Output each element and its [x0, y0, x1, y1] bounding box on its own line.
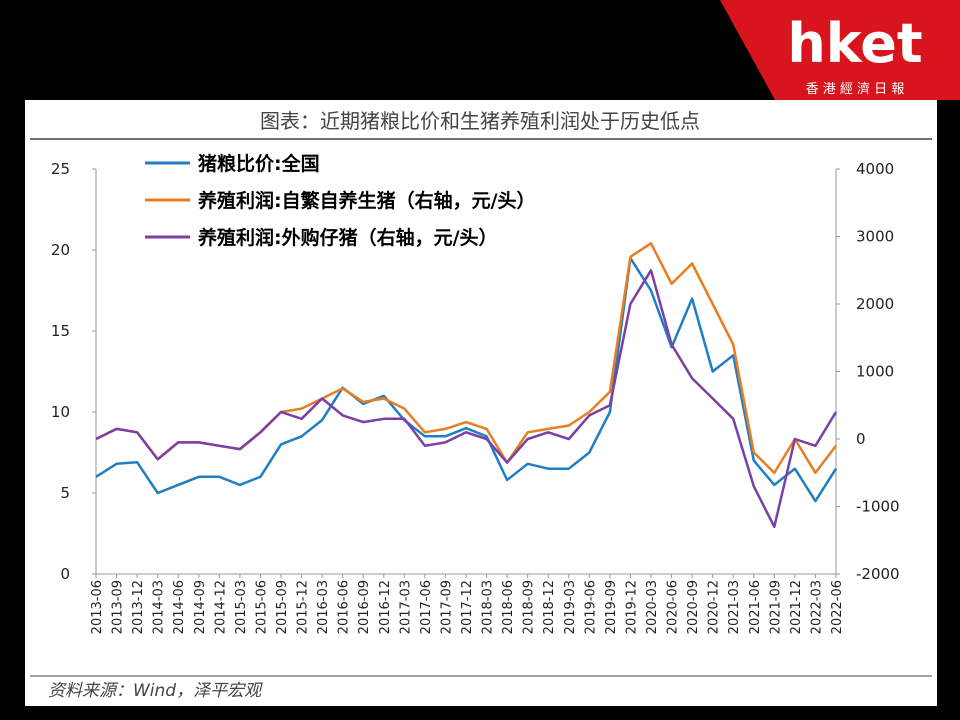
x-tick-label: 2013-09 — [111, 580, 126, 634]
y-tick-label: 15 — [51, 322, 70, 340]
x-tick-label: 2014-09 — [193, 580, 208, 634]
x-tick-label: 2018-12 — [542, 580, 557, 634]
x-tick-label: 2015-06 — [254, 580, 269, 634]
logo-bg — [720, 0, 960, 100]
legend-label: 养殖利润:自繁自养生猪（右轴，元/头） — [197, 189, 536, 212]
source: 资料来源：Wind，泽平宏观 — [48, 681, 263, 701]
y2-tick-label: 4000 — [856, 160, 894, 178]
x-tick-label: 2015-03 — [234, 580, 249, 634]
x-tick-label: 2018-09 — [522, 580, 537, 634]
x-tick-label: 2019-06 — [583, 580, 598, 634]
x-tick-label: 2014-06 — [172, 580, 187, 634]
x-tick-label: 2021-06 — [748, 580, 763, 634]
chart-title: 图表：近期猪粮比价和生猪养殖利润处于历史低点 — [260, 109, 700, 133]
y-tick-label: 25 — [51, 160, 70, 178]
x-tick-label: 2018-06 — [501, 580, 516, 634]
x-tick-label: 2015-12 — [296, 580, 311, 634]
x-tick-label: 2016-09 — [357, 580, 372, 634]
x-tick-label: 2022-03 — [809, 580, 824, 634]
x-tick-label: 2015-09 — [275, 580, 290, 634]
x-tick-label: 2013-06 — [90, 580, 105, 634]
y2-tick-label: 2000 — [856, 295, 894, 313]
legend-label: 猪粮比价:全国 — [197, 152, 320, 175]
x-tick-label: 2017-09 — [439, 580, 454, 634]
y-tick-label: 20 — [51, 241, 70, 259]
x-tick-label: 2022-06 — [830, 580, 845, 634]
x-tick-label: 2017-12 — [460, 580, 475, 634]
y2-tick-label: -1000 — [856, 498, 900, 516]
x-tick-label: 2018-03 — [481, 580, 496, 634]
x-tick-label: 2019-09 — [604, 580, 619, 634]
logo-tagline: 香 港 經 濟 日 報 — [806, 81, 905, 97]
x-tick-label: 2013-12 — [131, 580, 146, 634]
logo-brand: hket — [787, 12, 922, 75]
x-tick-label: 2020-12 — [707, 580, 722, 634]
y-tick-label: 10 — [51, 403, 70, 421]
x-tick-label: 2020-09 — [686, 580, 701, 634]
y-tick-label: 0 — [60, 565, 70, 583]
y2-tick-label: -2000 — [856, 565, 900, 583]
x-tick-label: 2017-03 — [398, 580, 413, 634]
y2-tick-label: 1000 — [856, 363, 894, 381]
legend-label: 养殖利润:外购仔猪（右轴，元/头） — [197, 226, 498, 249]
x-tick-label: 2020-06 — [666, 580, 681, 634]
x-tick-label: 2019-12 — [624, 580, 639, 634]
x-tick-label: 2020-03 — [645, 580, 660, 634]
x-tick-label: 2019-03 — [563, 580, 578, 634]
x-tick-label: 2016-03 — [316, 580, 331, 634]
series-line — [95, 269, 838, 529]
x-tick-label: 2016-06 — [337, 580, 352, 634]
y2-tick-label: 0 — [856, 430, 866, 448]
x-tick-label: 2016-12 — [378, 580, 393, 634]
x-tick-label: 2021-03 — [727, 580, 742, 634]
x-tick-label: 2021-09 — [768, 580, 783, 634]
y2-tick-label: 3000 — [856, 228, 894, 246]
x-tick-label: 2021-12 — [789, 580, 804, 634]
series-line — [95, 256, 838, 503]
x-tick-label: 2014-03 — [152, 580, 167, 634]
y-tick-label: 5 — [60, 484, 70, 502]
x-tick-label: 2017-06 — [419, 580, 434, 634]
x-tick-label: 2014-12 — [213, 580, 228, 634]
